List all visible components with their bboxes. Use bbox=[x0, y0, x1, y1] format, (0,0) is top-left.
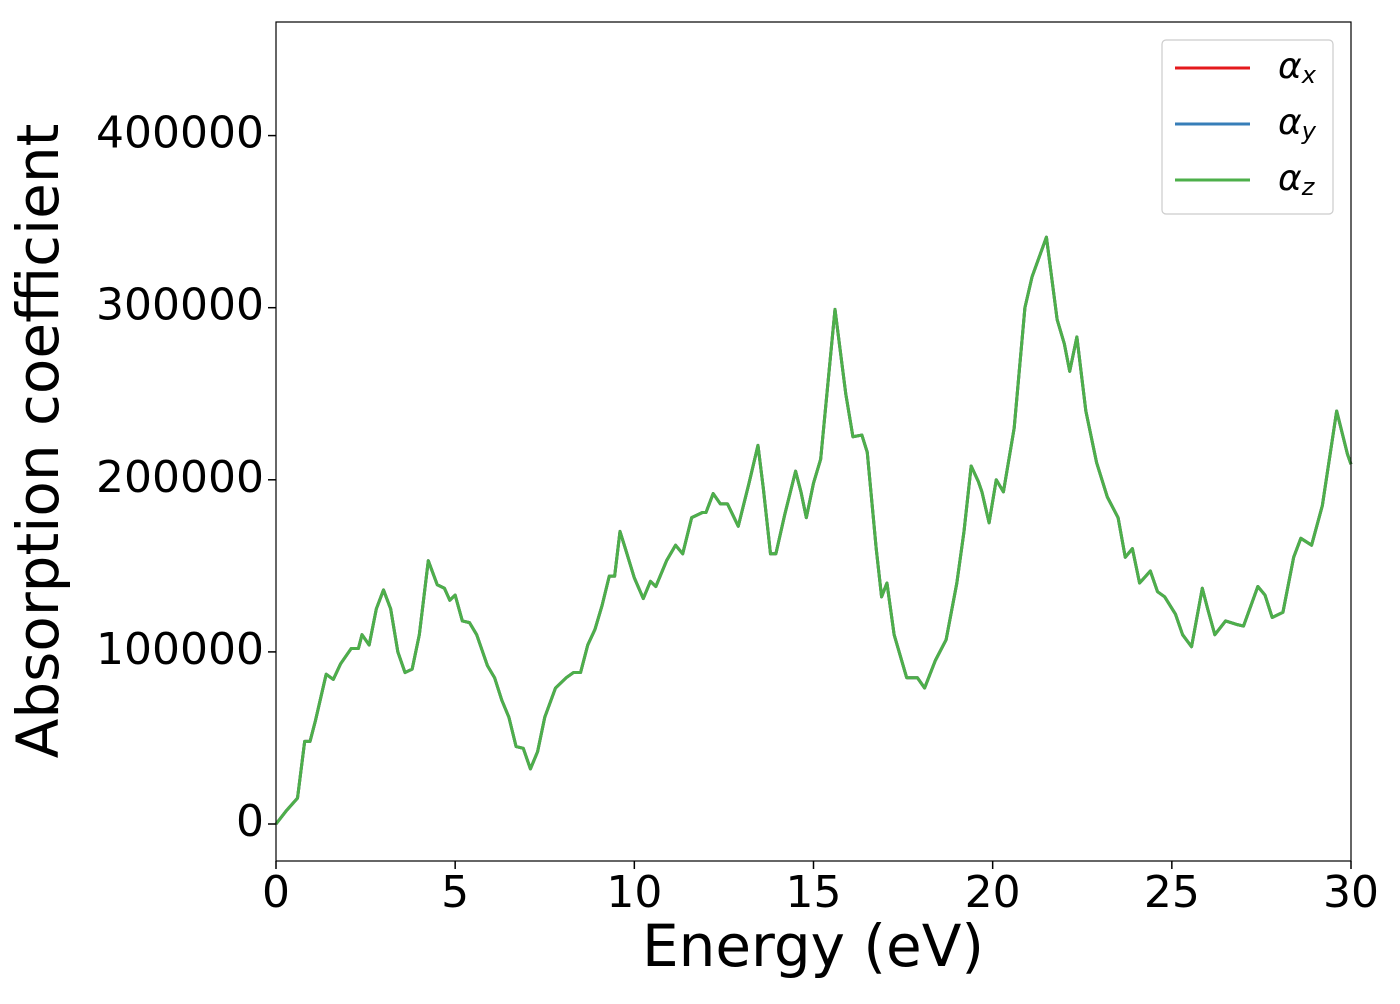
y-axis-label: Absorption coefficient bbox=[4, 124, 72, 759]
x-tick-label: 20 bbox=[965, 867, 1021, 918]
x-axis-label: Energy (eV) bbox=[642, 912, 984, 980]
x-tick-label: 15 bbox=[786, 867, 842, 918]
y-tick-label: 0 bbox=[236, 796, 264, 847]
y-tick-label: 100000 bbox=[96, 624, 264, 675]
series-line bbox=[274, 235, 1353, 825]
x-tick-label: 5 bbox=[441, 867, 469, 918]
x-tick-label: 0 bbox=[262, 867, 290, 918]
y-tick-label: 400000 bbox=[96, 108, 264, 159]
x-tick-label: 10 bbox=[606, 867, 662, 918]
y-tick-label: 200000 bbox=[96, 452, 264, 503]
legend-label: αy bbox=[1278, 102, 1317, 145]
plot-frame bbox=[275, 21, 1352, 862]
x-tick-label: 25 bbox=[1144, 867, 1200, 918]
legend-label: αx bbox=[1278, 46, 1317, 89]
x-tick-label: 30 bbox=[1323, 867, 1379, 918]
legend-box bbox=[1161, 39, 1334, 215]
y-tick-label: 300000 bbox=[96, 280, 264, 331]
legend-label: αz bbox=[1278, 158, 1316, 201]
